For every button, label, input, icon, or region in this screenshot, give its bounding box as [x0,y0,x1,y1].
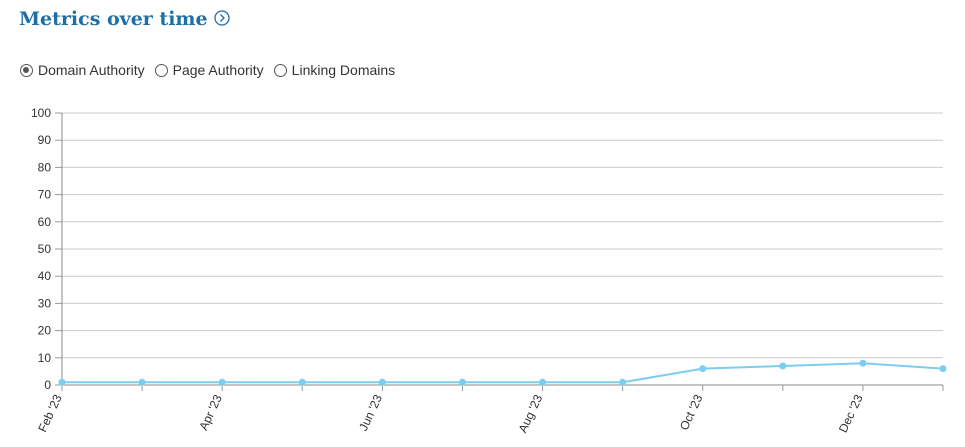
point [458,378,466,386]
header: Metrics over time [19,8,230,30]
point [699,365,707,373]
radio-label[interactable]: Page Authority [172,62,264,78]
radio-option[interactable]: Linking Domains [273,62,396,78]
radio-option[interactable]: Page Authority [154,62,264,78]
point [138,378,146,386]
x-tick-label: Jun '23 [356,392,385,433]
y-tick-label: 50 [38,242,52,256]
radio-label[interactable]: Domain Authority [38,62,145,78]
y-tick-label: 80 [38,160,52,174]
point [298,378,306,386]
radio-button[interactable] [273,63,287,77]
point [859,359,867,367]
line [62,362,944,384]
x-tick-label: Feb '23 [35,392,65,434]
radio-label[interactable]: Linking Domains [291,62,396,78]
radio-option[interactable]: Domain Authority [20,62,145,78]
y-tick-label: 40 [38,269,52,283]
point [779,362,787,370]
y-tick-label: 30 [38,296,52,310]
x-tick-label: Dec '23 [836,392,866,435]
point [218,378,226,386]
point [939,365,947,373]
y-tick-label: 10 [38,351,52,365]
x-tick-label: Oct '23 [677,392,706,432]
point [539,378,547,386]
x-tick-label: Aug '23 [516,392,546,435]
y-tick-label: 70 [38,188,52,202]
y-tick-label: 100 [31,106,51,120]
y-tick-label: 60 [38,215,52,229]
info-icon[interactable] [214,10,230,26]
point [378,378,386,386]
y-tick-label: 20 [38,324,52,338]
radio-button[interactable] [20,63,33,77]
point [58,378,66,386]
title: Metrics over time [19,8,208,30]
radio-button[interactable] [154,63,168,77]
y-tick-label: 90 [38,133,52,147]
y-tick-label: 0 [44,378,51,392]
point [619,378,627,386]
metric-selector: Domain Authority Page Authority Linking Do… [20,62,395,78]
x-tick-label: Apr '23 [196,392,225,432]
